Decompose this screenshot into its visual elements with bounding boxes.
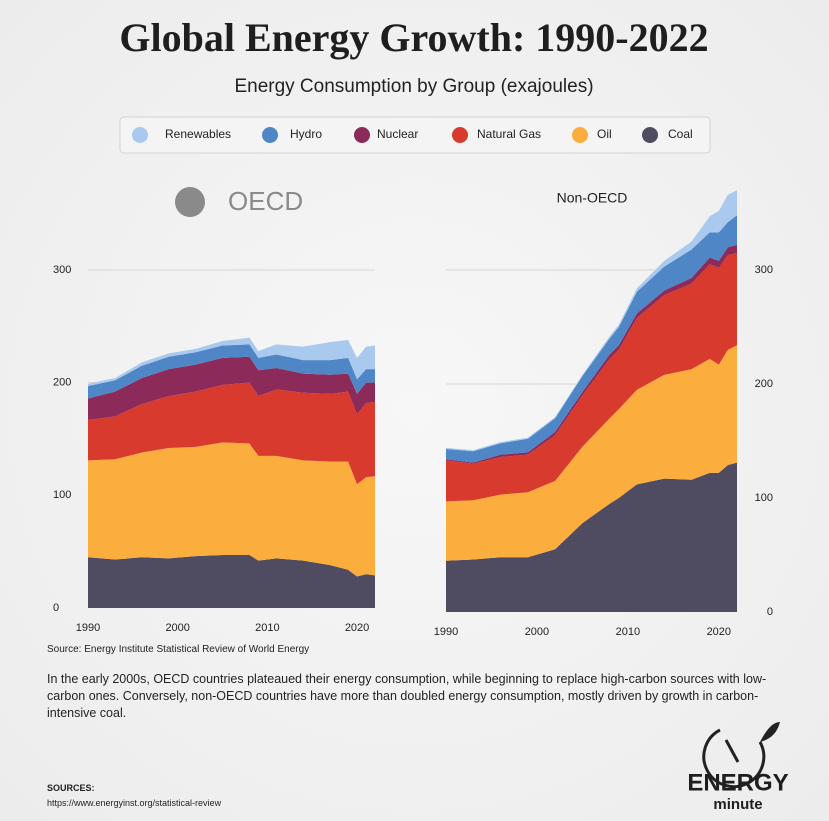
oecd-logo [175, 187, 205, 217]
x-tick-label: 1990 [76, 622, 100, 634]
subtitle: Energy Consumption by Group (exajoules) [234, 76, 593, 97]
y-tick-label: 300 [755, 264, 773, 276]
x-tick-label: 1990 [434, 626, 458, 638]
legend-icon [642, 127, 658, 143]
brand-tagline: minute [713, 796, 762, 813]
legend-icon [354, 127, 370, 143]
area [446, 215, 737, 463]
legend-label: Hydro [290, 127, 322, 141]
area [88, 555, 375, 608]
legend-icon [132, 127, 148, 143]
y-tick-label: 100 [53, 489, 71, 501]
legend-label: Natural Gas [477, 127, 541, 141]
x-tick-label: 2010 [616, 626, 640, 638]
brand-name: ENERGY [687, 769, 788, 796]
sources-url: https://www.energyinst.org/statistical-r… [47, 798, 222, 808]
area [88, 382, 375, 485]
chart-title: Non-OECD [557, 190, 628, 206]
title: Global Energy Growth: 1990-2022 [119, 15, 708, 60]
source: Source: Energy Institute Statistical Rev… [47, 644, 310, 655]
area [446, 345, 737, 561]
y-tick-label: 200 [755, 378, 773, 390]
legend-icon [262, 127, 278, 143]
area [88, 344, 375, 399]
y-tick-label: 100 [755, 492, 773, 504]
area [88, 442, 375, 577]
y-tick-label: 300 [53, 264, 71, 276]
x-tick-label: 2000 [525, 626, 549, 638]
area [446, 462, 737, 612]
x-tick-label: 2000 [165, 622, 189, 634]
legend-icon [452, 127, 468, 143]
sources-heading: SOURCES: [47, 783, 95, 793]
x-tick-label: 2020 [345, 622, 369, 634]
y-tick-label: 200 [53, 377, 71, 389]
legend-label: Nuclear [377, 127, 418, 141]
legend-label: Renewables [165, 127, 231, 141]
brand-icon [702, 722, 780, 789]
description: In the early 2000s, OECD countries plate… [47, 672, 767, 720]
y-tick-label: 0 [767, 606, 773, 618]
legend-label: Oil [597, 127, 612, 141]
legend-box [119, 116, 711, 154]
area [88, 337, 375, 387]
x-tick-label: 2020 [707, 626, 731, 638]
legend-label: Coal [668, 127, 693, 141]
area [446, 252, 737, 502]
chart-title: OECD [228, 186, 303, 216]
y-tick-label: 0 [53, 602, 59, 614]
x-tick-label: 2010 [255, 622, 279, 634]
legend-icon [572, 127, 588, 143]
area [88, 356, 375, 420]
